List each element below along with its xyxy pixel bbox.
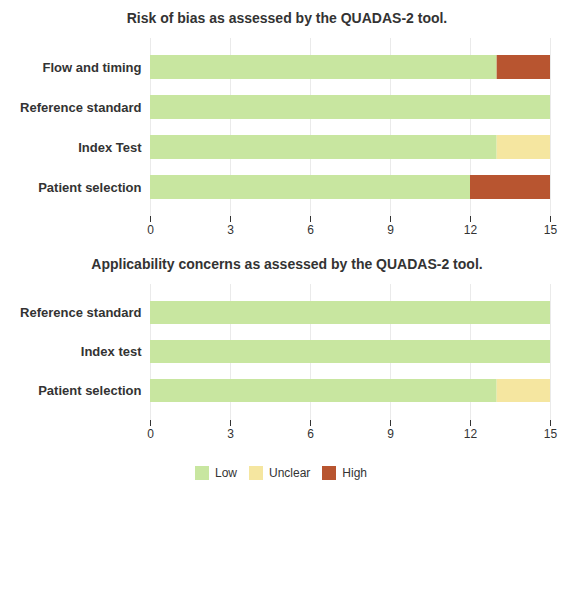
svg-text:6: 6 <box>307 223 314 237</box>
html-text:High: High <box>342 465 367 480</box>
svg-text:Index test: Index test <box>81 344 142 359</box>
svg-text:15: 15 <box>544 223 558 237</box>
svg-text:12: 12 <box>464 223 478 237</box>
html-text:Applicability concerns as asse: Applicability concerns as assessed by th… <box>91 256 483 272</box>
svg-text:3: 3 <box>227 427 234 441</box>
svg-text:3: 3 <box>227 223 234 237</box>
html-text:Low: Low <box>215 465 237 480</box>
svg-text:Patient selection: Patient selection <box>38 383 141 398</box>
svg-text:Reference standard: Reference standard <box>20 305 141 320</box>
svg-text:Flow and timing: Flow and timing <box>43 60 142 75</box>
svg-text:Reference standard: Reference standard <box>20 100 141 115</box>
html-text:Risk of bias as assessed by th: Risk of bias as assessed by the QUADAS-2… <box>126 10 448 26</box>
svg-text:6: 6 <box>307 427 314 441</box>
svg-text:15: 15 <box>544 427 558 441</box>
svg-text:0: 0 <box>147 223 154 237</box>
svg-text:Patient selection: Patient selection <box>38 180 141 195</box>
svg-text:Index Test: Index Test <box>78 140 142 155</box>
svg-text:0: 0 <box>147 427 154 441</box>
svg-text:12: 12 <box>464 427 478 441</box>
html-text:Unclear: Unclear <box>269 465 311 480</box>
svg-text:9: 9 <box>387 427 394 441</box>
svg-text:9: 9 <box>387 223 394 237</box>
